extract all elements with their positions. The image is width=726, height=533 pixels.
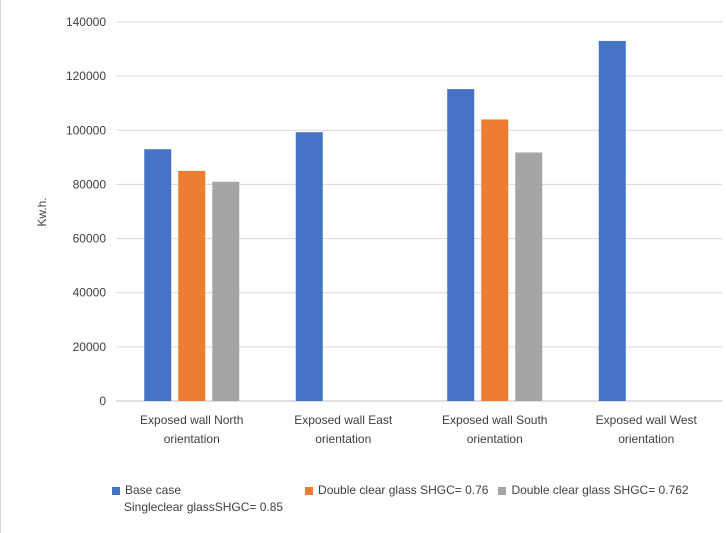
gridlines — [116, 21, 722, 402]
bar-0-1 — [178, 170, 206, 401]
bar-3-0 — [598, 40, 626, 401]
legend: Base case Double clear glass SHGC= 0.76 … — [112, 482, 712, 516]
bar-2-0 — [447, 89, 475, 401]
x-tick-label: Exposed wall West — [596, 413, 698, 427]
bar-2-1 — [481, 119, 509, 401]
legend-swatch — [498, 486, 507, 495]
legend-label: Double clear glass SHGC= 0.762 — [511, 483, 689, 497]
legend-item-base-case: Base case — [112, 482, 181, 499]
legend-item-double-076: Double clear glass SHGC= 0.76 — [305, 482, 488, 499]
y-tick-label: 100000 — [66, 123, 106, 137]
bar-0-0 — [144, 149, 172, 401]
bar-1-0 — [295, 132, 323, 401]
legend-label: Double clear glass SHGC= 0.76 — [318, 483, 489, 497]
legend-label: Base case — [125, 483, 182, 497]
bar-0-2 — [212, 181, 240, 401]
x-tick-label: orientation — [164, 432, 220, 446]
legend-swatch — [305, 486, 314, 495]
x-tick-label: Exposed wall South — [442, 413, 547, 427]
x-tick-labels: Exposed wall North orientation Exposed wal… — [140, 413, 697, 446]
y-tick-labels: 0 20000 40000 60000 80000 100000 120000 140000 — [66, 15, 106, 408]
y-tick-label: 20000 — [73, 340, 107, 354]
y-tick-label: 120000 — [66, 69, 106, 83]
x-tick-label: Exposed wall East — [294, 413, 393, 427]
y-axis-label: Kw.h. — [35, 197, 49, 226]
y-tick-label: 140000 — [66, 15, 106, 29]
legend-swatch — [112, 486, 120, 495]
y-tick-label: 0 — [99, 394, 106, 408]
x-tick-label: orientation — [618, 432, 674, 446]
x-tick-label: Exposed wall North — [140, 413, 243, 427]
legend-label-extra: Singleclear glassSHGC= 0.85 — [124, 500, 284, 514]
bar-2-2 — [515, 152, 543, 401]
x-tick-label: orientation — [467, 432, 523, 446]
y-tick-label: 40000 — [73, 286, 107, 300]
y-tick-label: 80000 — [73, 177, 107, 191]
left-border — [0, 0, 1, 533]
x-tick-label: orientation — [315, 432, 371, 446]
legend-item-double-0762: Double clear glass SHGC= 0.762 — [498, 482, 689, 499]
y-tick-label: 60000 — [73, 232, 107, 246]
bars — [144, 40, 626, 401]
